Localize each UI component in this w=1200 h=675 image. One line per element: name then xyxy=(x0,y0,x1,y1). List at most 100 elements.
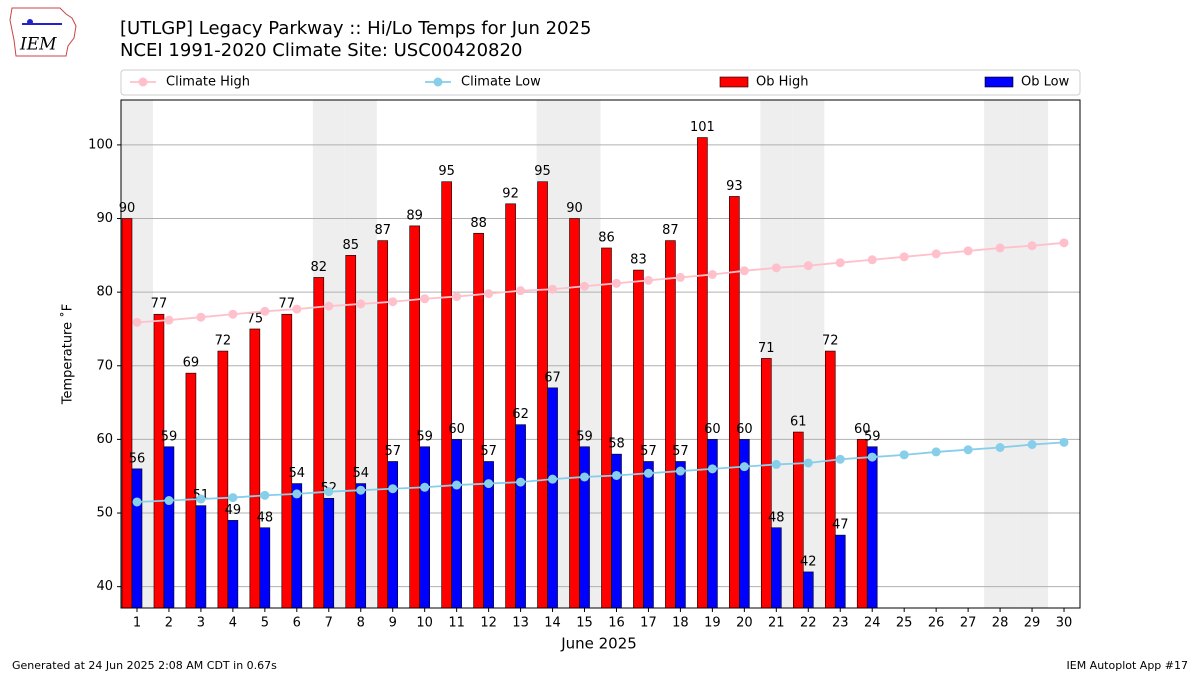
line xyxy=(136,241,1065,324)
y-tick-label: 40 xyxy=(96,579,113,594)
x-tick-label: 8 xyxy=(357,616,365,631)
x-tick-label: 27 xyxy=(960,616,977,631)
bar xyxy=(537,181,548,609)
line-marker xyxy=(388,297,398,307)
value-label: 86 xyxy=(598,230,615,245)
value-label: 61 xyxy=(790,415,807,430)
value-label: 92 xyxy=(502,186,519,201)
value-label: 77 xyxy=(279,297,296,312)
value-label: 75 xyxy=(247,311,264,326)
line-marker xyxy=(675,466,685,476)
y-tick-label: 60 xyxy=(96,432,113,447)
bar xyxy=(249,328,261,609)
value-label: 83 xyxy=(630,253,647,268)
x-tick-label: 9 xyxy=(389,616,397,631)
line-marker xyxy=(899,450,909,460)
bar xyxy=(163,446,175,609)
line-marker xyxy=(867,255,877,265)
value-label: 60 xyxy=(448,422,465,437)
bar xyxy=(451,439,462,609)
value-label: 85 xyxy=(342,238,359,253)
x-tick-label: 22 xyxy=(800,616,817,631)
line-marker xyxy=(420,482,430,492)
bar xyxy=(856,439,868,609)
bar xyxy=(441,181,452,609)
line-marker xyxy=(292,489,302,499)
value-label: 60 xyxy=(736,422,753,437)
line-marker xyxy=(580,281,590,291)
line-marker xyxy=(643,275,653,285)
value-label: 90 xyxy=(566,201,583,216)
logo: IEM xyxy=(9,7,77,57)
bar xyxy=(579,446,590,609)
value-label: 57 xyxy=(640,444,657,459)
line-marker xyxy=(771,263,781,273)
line-marker xyxy=(196,312,206,322)
line-marker xyxy=(963,445,973,455)
value-label: 93 xyxy=(726,179,743,194)
bar xyxy=(355,483,367,609)
legend-swatch xyxy=(719,76,749,88)
value-label: 72 xyxy=(822,334,839,349)
line-marker xyxy=(931,447,941,457)
line-marker xyxy=(995,443,1005,453)
legend-swatch xyxy=(984,76,1014,88)
line-marker xyxy=(548,474,558,484)
line-marker xyxy=(675,272,685,282)
x-tick-label: 30 xyxy=(1056,616,1073,631)
line-marker xyxy=(803,458,813,468)
bar xyxy=(834,534,846,609)
value-label: 59 xyxy=(864,429,881,444)
value-label: 58 xyxy=(608,437,625,452)
line-marker xyxy=(580,472,590,482)
legend-label: Climate High xyxy=(166,75,250,90)
y-tick-label: 100 xyxy=(88,137,113,152)
line-marker xyxy=(356,485,366,495)
logo-outline xyxy=(9,7,77,57)
y-tick-label: 70 xyxy=(96,358,113,373)
x-tick-label: 14 xyxy=(544,616,561,631)
legend-label: Ob Low xyxy=(1021,75,1070,90)
line-marker xyxy=(739,462,749,472)
line xyxy=(136,441,1065,503)
value-label: 69 xyxy=(183,356,200,371)
value-label: 89 xyxy=(406,208,423,223)
line-marker xyxy=(132,317,142,327)
value-label: 59 xyxy=(416,429,433,444)
value-label: 95 xyxy=(438,164,455,179)
line-marker xyxy=(516,286,526,296)
legend-marker xyxy=(433,77,443,87)
value-label: 42 xyxy=(800,554,817,569)
line-marker xyxy=(707,464,717,474)
bar xyxy=(643,461,654,609)
line-marker xyxy=(260,490,270,500)
x-tick-label: 16 xyxy=(608,616,625,631)
line-marker xyxy=(643,468,653,478)
value-label: 57 xyxy=(672,444,689,459)
line-marker xyxy=(1027,440,1037,450)
y-tick-label: 50 xyxy=(96,506,113,521)
line-marker xyxy=(132,497,142,507)
legend-box xyxy=(120,69,1081,96)
chart-subtitle: NCEI 1991-2020 Climate Site: USC00420820 xyxy=(120,40,522,61)
value-label: 54 xyxy=(352,466,369,481)
value-label: 71 xyxy=(758,341,775,356)
bar xyxy=(419,446,430,609)
line-marker xyxy=(835,258,845,268)
line-marker xyxy=(931,249,941,259)
x-tick-label: 21 xyxy=(768,616,785,631)
line-marker xyxy=(899,252,909,262)
bar xyxy=(515,424,526,609)
x-tick-label: 29 xyxy=(1024,616,1041,631)
value-label: 57 xyxy=(384,444,401,459)
bar xyxy=(792,431,804,609)
x-tick-label: 12 xyxy=(480,616,497,631)
value-label: 95 xyxy=(534,164,551,179)
line-marker xyxy=(164,496,174,506)
value-label: 87 xyxy=(374,223,391,238)
line-marker xyxy=(516,477,526,487)
line-marker xyxy=(260,306,270,316)
bar xyxy=(473,232,484,609)
x-tick-label: 19 xyxy=(704,616,721,631)
